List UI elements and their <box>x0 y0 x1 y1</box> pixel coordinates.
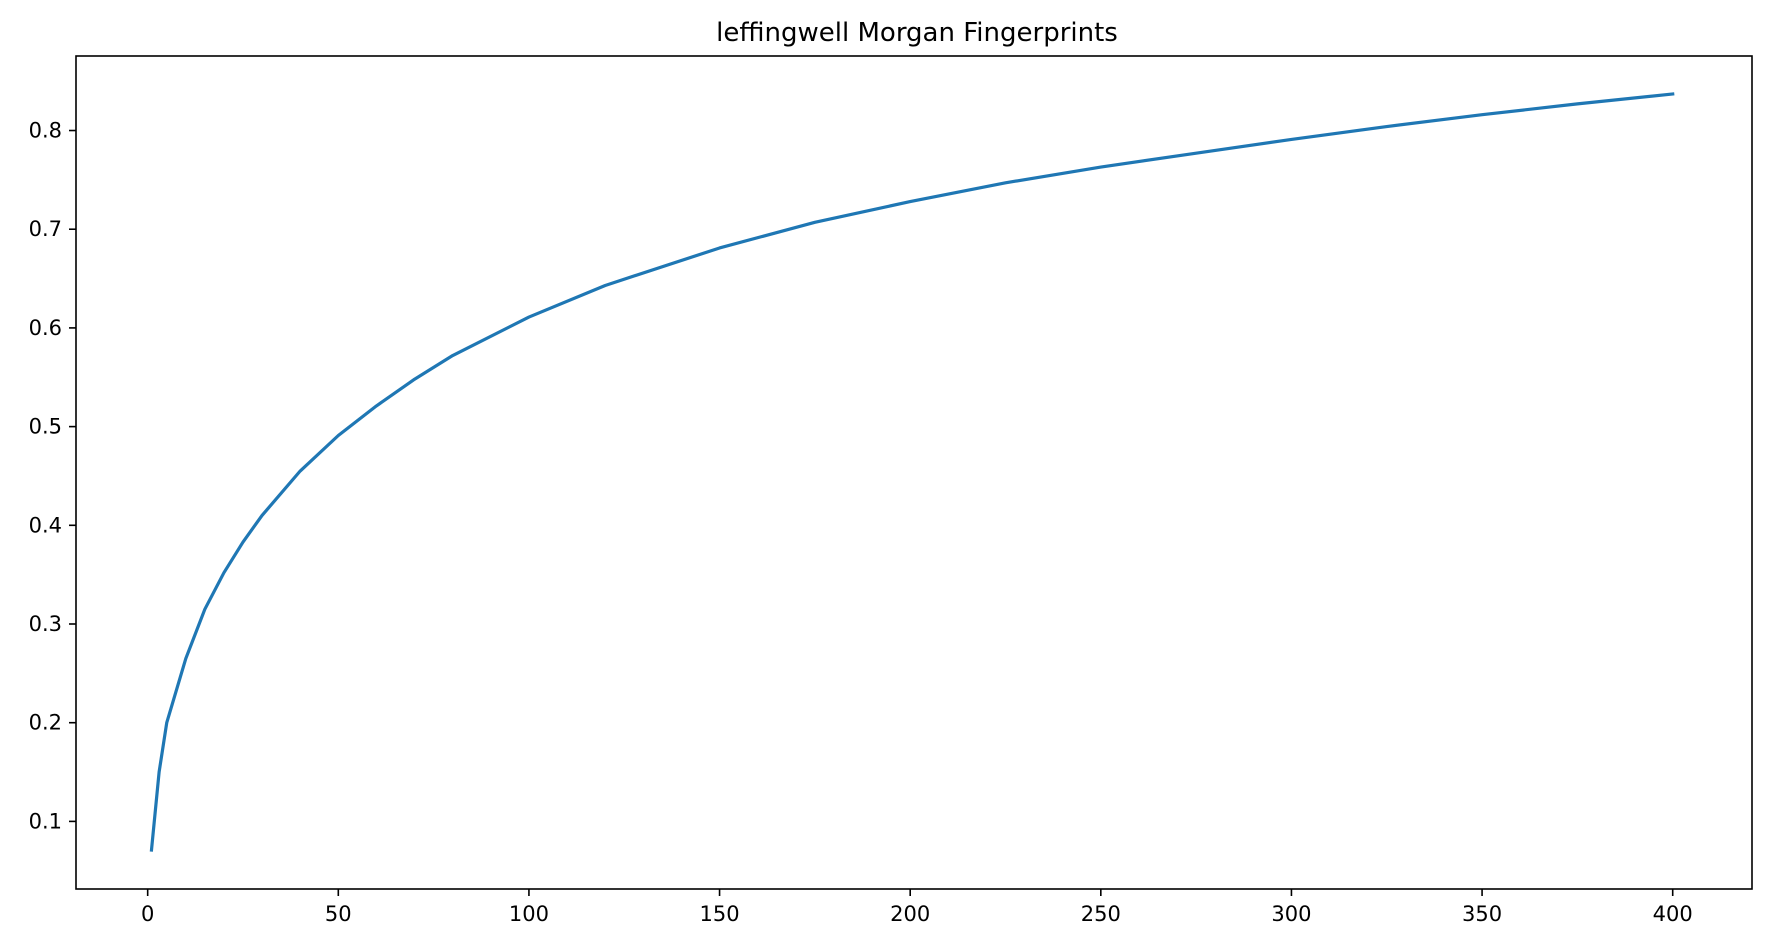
x-tick-label: 0 <box>141 902 154 926</box>
x-tick-label: 350 <box>1462 902 1502 926</box>
series-line-1 <box>149 92 1675 852</box>
y-tick-label: 0.2 <box>29 711 62 735</box>
axes-frame <box>75 55 1753 890</box>
x-tick-label: 200 <box>890 902 930 926</box>
y-tick-label: 0.3 <box>29 612 62 636</box>
y-tick-label: 0.1 <box>29 809 62 833</box>
chart-title: leffingwell Morgan Fingerprints <box>716 18 1118 48</box>
x-tick-label: 250 <box>1081 902 1121 926</box>
y-axis: 0.1 0.2 0.3 0.4 0.5 0.6 0.7 0.8 <box>29 119 76 833</box>
y-tick-label: 0.8 <box>29 119 62 143</box>
plot-area <box>149 92 1675 852</box>
y-tick-label: 0.7 <box>29 217 62 241</box>
y-tick-label: 0.6 <box>29 316 62 340</box>
x-tick-label: 400 <box>1653 902 1693 926</box>
x-tick-label: 100 <box>509 902 549 926</box>
y-tick-label: 0.5 <box>29 415 62 439</box>
x-tick-label: 50 <box>325 902 352 926</box>
x-tick-label: 150 <box>700 902 740 926</box>
y-tick-label: 0.4 <box>29 513 62 537</box>
x-axis: 0 50 100 150 200 250 300 350 400 <box>141 889 1693 926</box>
x-tick-label: 300 <box>1271 902 1311 926</box>
